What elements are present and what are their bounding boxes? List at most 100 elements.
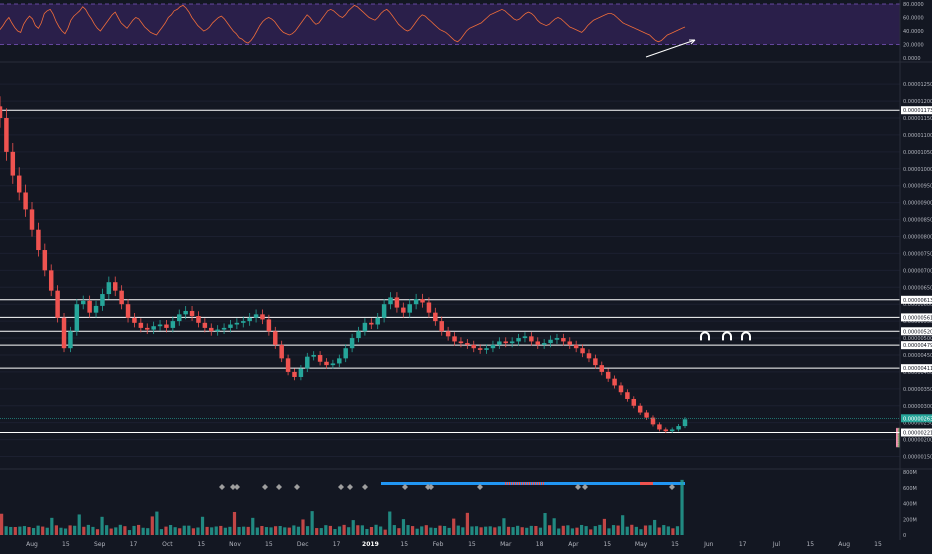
volume-bar — [369, 527, 374, 535]
candle-body — [644, 412, 649, 418]
price-tick-label: 0.00000400 — [903, 370, 932, 376]
price-line-label: 0.00000479 — [903, 343, 932, 349]
volume-bar — [607, 528, 611, 535]
candle-body — [215, 329, 220, 332]
signal-strip-mark — [507, 482, 508, 485]
price-axis[interactable]: 80.0000 60.0000 40.0000 20.0000 0.0000 0.0000… — [901, 2, 932, 539]
signal-strip-mark — [509, 482, 510, 485]
time-tick-label: 15 — [468, 541, 476, 548]
time-tick-label: Sep — [94, 541, 106, 548]
candle-body — [42, 250, 48, 271]
volume-bar — [342, 524, 346, 535]
volume-bar — [141, 527, 145, 535]
time-tick-label: Dec — [297, 541, 309, 548]
volume-bar — [54, 525, 58, 535]
volume-bar — [666, 526, 670, 535]
volume-bar — [575, 527, 579, 535]
volume-bar — [497, 526, 501, 535]
volume-bar — [502, 518, 506, 535]
signal-strip-mark — [537, 482, 538, 485]
volume-bar — [365, 528, 369, 535]
candle-body — [503, 341, 508, 344]
volume-tick-label: 200M — [903, 517, 917, 523]
diamond-marker — [575, 484, 581, 490]
price-tick-label: 0.00000350 — [903, 387, 932, 393]
volume-bar — [91, 526, 95, 535]
candle-body — [426, 302, 432, 313]
price-line-tag — [901, 295, 932, 304]
volume-bar — [283, 527, 287, 535]
time-tick-label: Jun — [703, 541, 714, 548]
candle-body — [93, 305, 99, 313]
time-axis[interactable]: Aug 15 Sep 17 Oct 15 Nov 15 Dec 17 2019 15 Feb 15 Mar 1… — [26, 541, 882, 548]
volume-bar — [602, 518, 606, 535]
volume-bar — [13, 527, 17, 535]
candle-body — [586, 353, 592, 359]
volume-bar — [648, 525, 652, 535]
price-line-tag — [901, 364, 932, 373]
candle-body — [471, 344, 476, 349]
candle-body — [241, 321, 246, 323]
candle-body — [394, 297, 400, 308]
candle-body — [452, 336, 457, 342]
price-tick-label: 0.00000300 — [903, 404, 932, 410]
diamond-marker — [230, 484, 236, 490]
volume-bar — [493, 527, 497, 535]
candle-body — [541, 343, 547, 345]
price-line-label: 0.00000221 — [903, 431, 932, 437]
volume-bar — [292, 525, 296, 535]
candle-body — [509, 341, 515, 344]
signal-strip-mark — [517, 482, 518, 485]
volume-bar — [178, 528, 182, 535]
volume-bar — [516, 525, 520, 535]
candle-body — [477, 348, 483, 350]
price-tick-label: 0.00000450 — [903, 353, 932, 359]
candle-body — [407, 304, 412, 313]
volume-bar — [114, 527, 118, 535]
volume-bar — [447, 527, 451, 535]
signal-strip-mark — [505, 482, 506, 485]
candle-body — [349, 338, 355, 349]
volume-bar — [520, 527, 524, 535]
candle-body — [657, 424, 662, 430]
volume-bar — [411, 526, 415, 535]
volume-bar — [470, 526, 474, 535]
time-tick-label: 2019 — [362, 541, 379, 548]
volume-bar — [662, 525, 666, 535]
volume-bar — [552, 518, 556, 535]
candle-body — [612, 378, 617, 386]
rsi-tick-label: 80.0000 — [903, 2, 924, 8]
candle-body — [4, 118, 9, 152]
volume-bar — [401, 519, 406, 535]
volume-bar — [324, 525, 328, 535]
time-tick-label: 17 — [130, 541, 138, 548]
volume-bar — [392, 525, 396, 535]
diamond-marker — [262, 484, 268, 490]
time-tick-label: 15 — [874, 541, 882, 548]
volume-bar — [589, 529, 593, 535]
candle-body — [292, 371, 297, 377]
time-tick-label: 15 — [62, 541, 70, 548]
volume-bar — [210, 527, 214, 535]
signal-strip-mark — [519, 482, 520, 485]
candle-body — [138, 322, 144, 328]
rsi-tick-label: 60.0000 — [903, 16, 924, 22]
candle-body — [0, 106, 3, 119]
volume-bar — [219, 525, 223, 535]
volume-bar — [45, 527, 49, 535]
candle-body — [573, 344, 579, 349]
candle-body — [68, 331, 73, 349]
candle-body — [413, 299, 419, 305]
candle-body — [375, 317, 380, 325]
candle-body — [221, 327, 227, 330]
candle-body — [548, 339, 553, 344]
volume-bar — [611, 525, 616, 535]
candle-body — [356, 331, 361, 339]
price-tick-label: 0.00000900 — [903, 201, 932, 207]
time-tick-label: Aug — [838, 541, 850, 548]
volume-bar — [146, 528, 150, 535]
time-tick-label: Apr — [568, 541, 579, 548]
volume-bar — [584, 526, 588, 535]
